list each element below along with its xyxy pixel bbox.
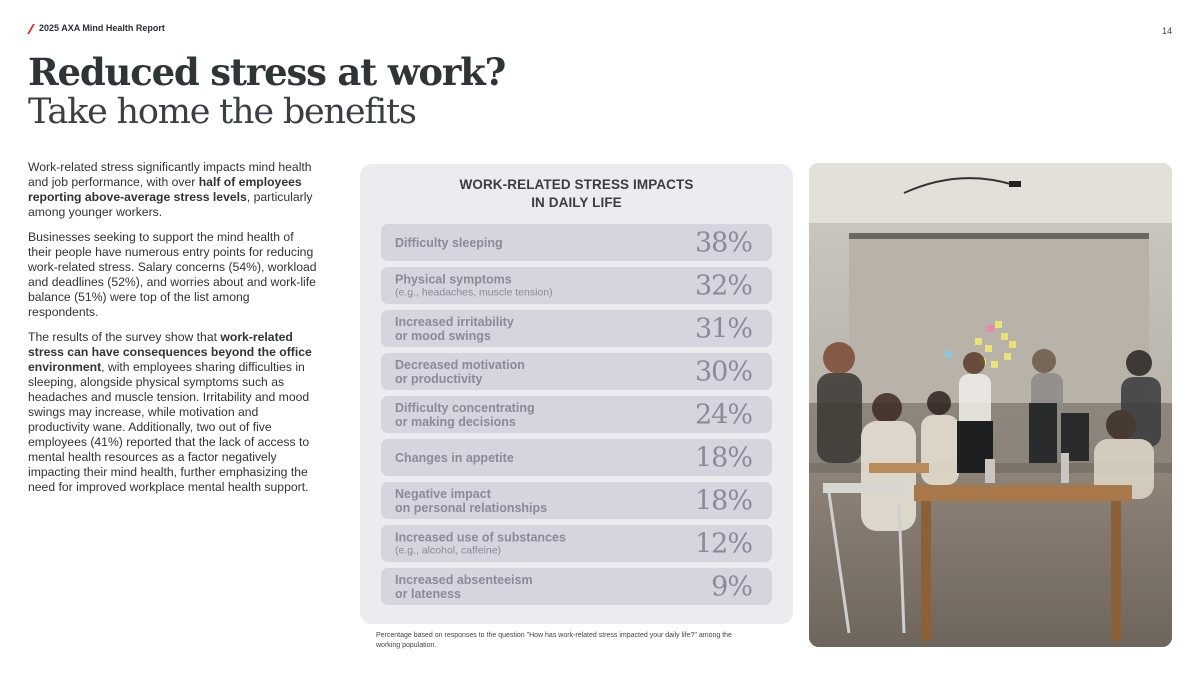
impact-row: Decreased motivation or productivity 30% — [381, 353, 772, 390]
impact-label: Difficulty concentrating or making decisi… — [395, 401, 655, 429]
impact-label: Negative impact on personal relationships — [395, 487, 655, 515]
impact-percentage: 32% — [694, 270, 753, 301]
impact-row: Negative impact on personal relationships… — [381, 482, 772, 519]
impact-percentage: 18% — [694, 442, 753, 473]
impact-label-line2: or lateness — [395, 586, 462, 601]
impact-label-line2: on personal relationships — [395, 500, 548, 515]
impact-percentage: 12% — [694, 528, 753, 559]
impact-label-line2: or making decisions — [395, 414, 516, 429]
office-photo-illustration — [809, 163, 1172, 647]
impact-row: Difficulty concentrating or making decisi… — [381, 396, 772, 433]
panel-title: WORK-RELATED STRESS IMPACTS IN DAILY LIF… — [459, 177, 694, 210]
body-text: Work-related stress significantly impact… — [28, 160, 320, 505]
impact-label-line1: Difficulty concentrating — [395, 400, 535, 415]
impact-label-line1: Increased irritability — [395, 314, 514, 329]
impact-label-line1: Decreased motivation — [395, 357, 525, 372]
impact-label-line1: Increased use of substances — [395, 530, 566, 544]
impact-example-text: (e.g., alcohol, caffeine) — [395, 544, 502, 556]
page-title: Reduced stress at work? — [28, 50, 506, 94]
impact-percentage: 38% — [694, 227, 753, 258]
office-team-photo — [809, 163, 1172, 647]
page-number: 14 — [1161, 26, 1172, 36]
impact-label-line1: Increased absenteeism — [395, 572, 533, 587]
impact-row: Increased absenteeism or lateness 9% — [381, 568, 772, 605]
impact-label: Changes in appetite — [395, 451, 655, 465]
impact-row: Difficulty sleeping 38% — [381, 224, 772, 261]
axa-slash-icon — [28, 24, 35, 33]
impact-label-line1: Changes in appetite — [395, 450, 514, 465]
paragraph-2: Businesses seeking to support the mind h… — [28, 230, 317, 319]
impact-percentage: 30% — [694, 356, 753, 387]
impact-label: Decreased motivation or productivity — [395, 358, 655, 386]
report-header: 2025 AXA Mind Health Report — [28, 23, 165, 33]
impact-label-line1: Physical symptoms — [395, 272, 512, 286]
stress-impacts-panel: WORK-RELATED STRESS IMPACTS IN DAILY LIF… — [360, 164, 793, 624]
impact-label-line1: Negative impact — [395, 486, 491, 501]
impact-percentage: 31% — [694, 313, 753, 344]
report-title: 2025 AXA Mind Health Report — [39, 23, 165, 33]
impact-label: Difficulty sleeping — [395, 236, 655, 250]
impact-label: Increased irritability or mood swings — [395, 315, 655, 343]
impact-row: Increased irritability or mood swings 31% — [381, 310, 772, 347]
impact-row: Increased use of substances (e.g., alcoho… — [381, 525, 772, 562]
impact-label: Increased absenteeism or lateness — [395, 573, 655, 601]
impact-label-line2: or mood swings — [395, 328, 491, 343]
chart-footnote: Percentage based on responses to the que… — [376, 632, 732, 649]
paragraph-1: Work-related stress significantly impact… — [28, 160, 313, 219]
impact-row: Changes in appetite 18% — [381, 439, 772, 476]
impact-percentage: 9% — [711, 571, 753, 602]
impact-rows: Difficulty sleeping 38% Physical symptoms(… — [381, 224, 772, 611]
impact-example-text: (e.g., headaches, muscle tension) — [395, 286, 553, 298]
impact-percentage: 24% — [694, 399, 753, 430]
impact-label: Physical symptoms (e.g., headaches, muscl… — [395, 272, 655, 299]
paragraph-3: The results of the survey show that work… — [28, 330, 312, 494]
impact-label: Increased use of substances (e.g., alcoho… — [395, 530, 655, 557]
impact-label-line1: Difficulty sleeping — [395, 235, 503, 250]
page-subtitle: Take home the benefits — [28, 92, 417, 132]
impact-label-line2: or productivity — [395, 371, 483, 386]
impact-row: Physical symptoms (e.g., headaches, muscl… — [381, 267, 772, 304]
impact-percentage: 18% — [694, 485, 753, 516]
